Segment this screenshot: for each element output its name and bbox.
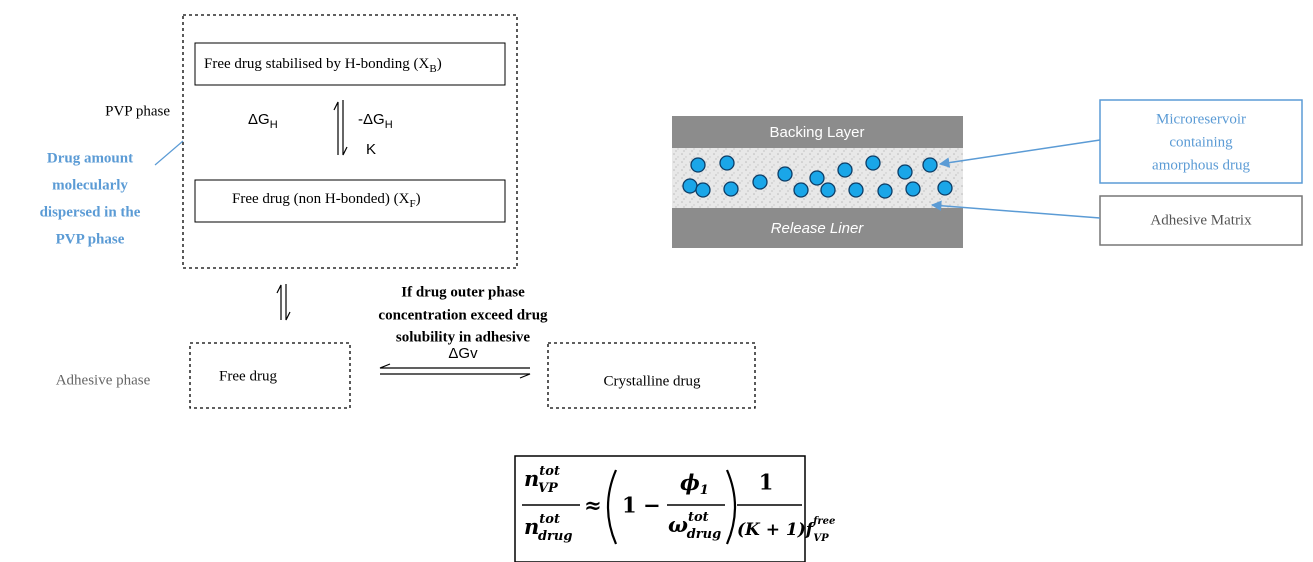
bonded-text: Free drug stabilised by H-bonding (XB) xyxy=(204,56,442,74)
equilibrium-arrows-phase xyxy=(277,284,290,320)
equilibrium-arrows-horizontal xyxy=(380,364,530,378)
note-connector xyxy=(155,141,183,165)
delta-g-h-right: -ΔGH xyxy=(358,111,393,131)
text-part: ϕ xyxy=(680,470,700,495)
rhs-num: 1 xyxy=(759,470,774,495)
note-line: Drug amount xyxy=(47,150,133,166)
omega: ωtot drug xyxy=(668,510,721,542)
minus: − xyxy=(643,493,661,518)
approx: ≈ xyxy=(584,493,602,518)
text-part: 1 xyxy=(700,483,709,498)
pvp-phase-box xyxy=(183,15,517,268)
crystalline-label: Crystalline drug xyxy=(603,373,701,389)
adhesive-matrix-label: Adhesive Matrix xyxy=(1150,212,1252,228)
rhs-den: (K + 1)ffree VP xyxy=(737,516,835,544)
microreservoir-line: containing xyxy=(1169,134,1233,150)
text-part: drug xyxy=(538,529,572,544)
text-part: B xyxy=(429,63,436,75)
text-part: ω xyxy=(668,512,688,537)
condition-line: concentration exceed drug xyxy=(378,307,548,323)
equilibrium-arrows-vertical xyxy=(334,100,347,155)
delta-g-h-left: ΔGH xyxy=(248,111,278,131)
pvp-phase-label: PVP phase xyxy=(105,103,170,119)
drug-amount-note: Drug amount molecularly dispersed in the… xyxy=(40,150,141,247)
microreservoir-line: amorphous drug xyxy=(1152,157,1250,173)
k-label: K xyxy=(366,141,376,158)
text-part: ) xyxy=(416,191,421,207)
microreservoir-pointer xyxy=(940,140,1100,164)
text-part: H xyxy=(385,119,393,131)
condition-line: If drug outer phase xyxy=(401,284,525,300)
text-part: H xyxy=(270,119,278,131)
text-part: (K + 1)f xyxy=(737,520,816,540)
text-part: free xyxy=(812,516,835,527)
diagram: Free drug stabilised by H-bonding (XB) F… xyxy=(0,0,1313,562)
text-part: VP xyxy=(813,533,829,544)
release-liner-label: Release Liner xyxy=(771,220,865,237)
text-part: tot xyxy=(539,464,560,479)
page: { "left_diagram": { "pvp_phase_label": "… xyxy=(0,0,1313,562)
text-part: ) xyxy=(437,56,442,72)
delta-g-v: ΔGv xyxy=(448,345,478,362)
backing-layer-label: Backing Layer xyxy=(769,124,864,141)
phi: ϕ1 xyxy=(680,470,709,498)
microreservoir-line: Microreservoir xyxy=(1156,111,1246,127)
note-line: PVP phase xyxy=(56,231,125,247)
paren-right xyxy=(727,470,735,544)
text-part: -ΔG xyxy=(358,111,385,128)
text-part: ΔG xyxy=(248,111,270,128)
text-part: tot xyxy=(688,510,709,525)
text-part: Free drug stabilised by H-bonding (X xyxy=(204,56,430,72)
free-text: Free drug (non H-bonded) (XF) xyxy=(232,191,421,209)
text-part: VP xyxy=(538,481,559,496)
one: 1 xyxy=(622,493,637,518)
note-line: molecularly xyxy=(52,177,128,193)
text-part: tot xyxy=(539,512,560,527)
free-drug-label: Free drug xyxy=(219,368,277,384)
note-line: dispersed in the xyxy=(40,204,141,220)
condition-line: solubility in adhesive xyxy=(396,329,531,345)
text-part: drug xyxy=(687,527,721,542)
text-part: Free drug (non H-bonded) (X xyxy=(232,191,410,207)
paren-left xyxy=(608,470,616,544)
adhesive-phase-label: Adhesive phase xyxy=(56,372,151,388)
